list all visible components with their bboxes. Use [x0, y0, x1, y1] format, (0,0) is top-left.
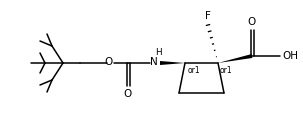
Polygon shape: [160, 61, 185, 65]
Text: or1: or1: [188, 66, 201, 75]
Text: or1: or1: [220, 66, 233, 75]
Text: F: F: [205, 11, 211, 21]
Text: H: H: [155, 48, 161, 57]
Text: O: O: [248, 17, 256, 27]
Polygon shape: [218, 54, 252, 63]
Text: OH: OH: [282, 51, 298, 61]
Text: O: O: [105, 57, 113, 67]
Text: N: N: [150, 57, 158, 67]
Text: O: O: [124, 89, 132, 99]
